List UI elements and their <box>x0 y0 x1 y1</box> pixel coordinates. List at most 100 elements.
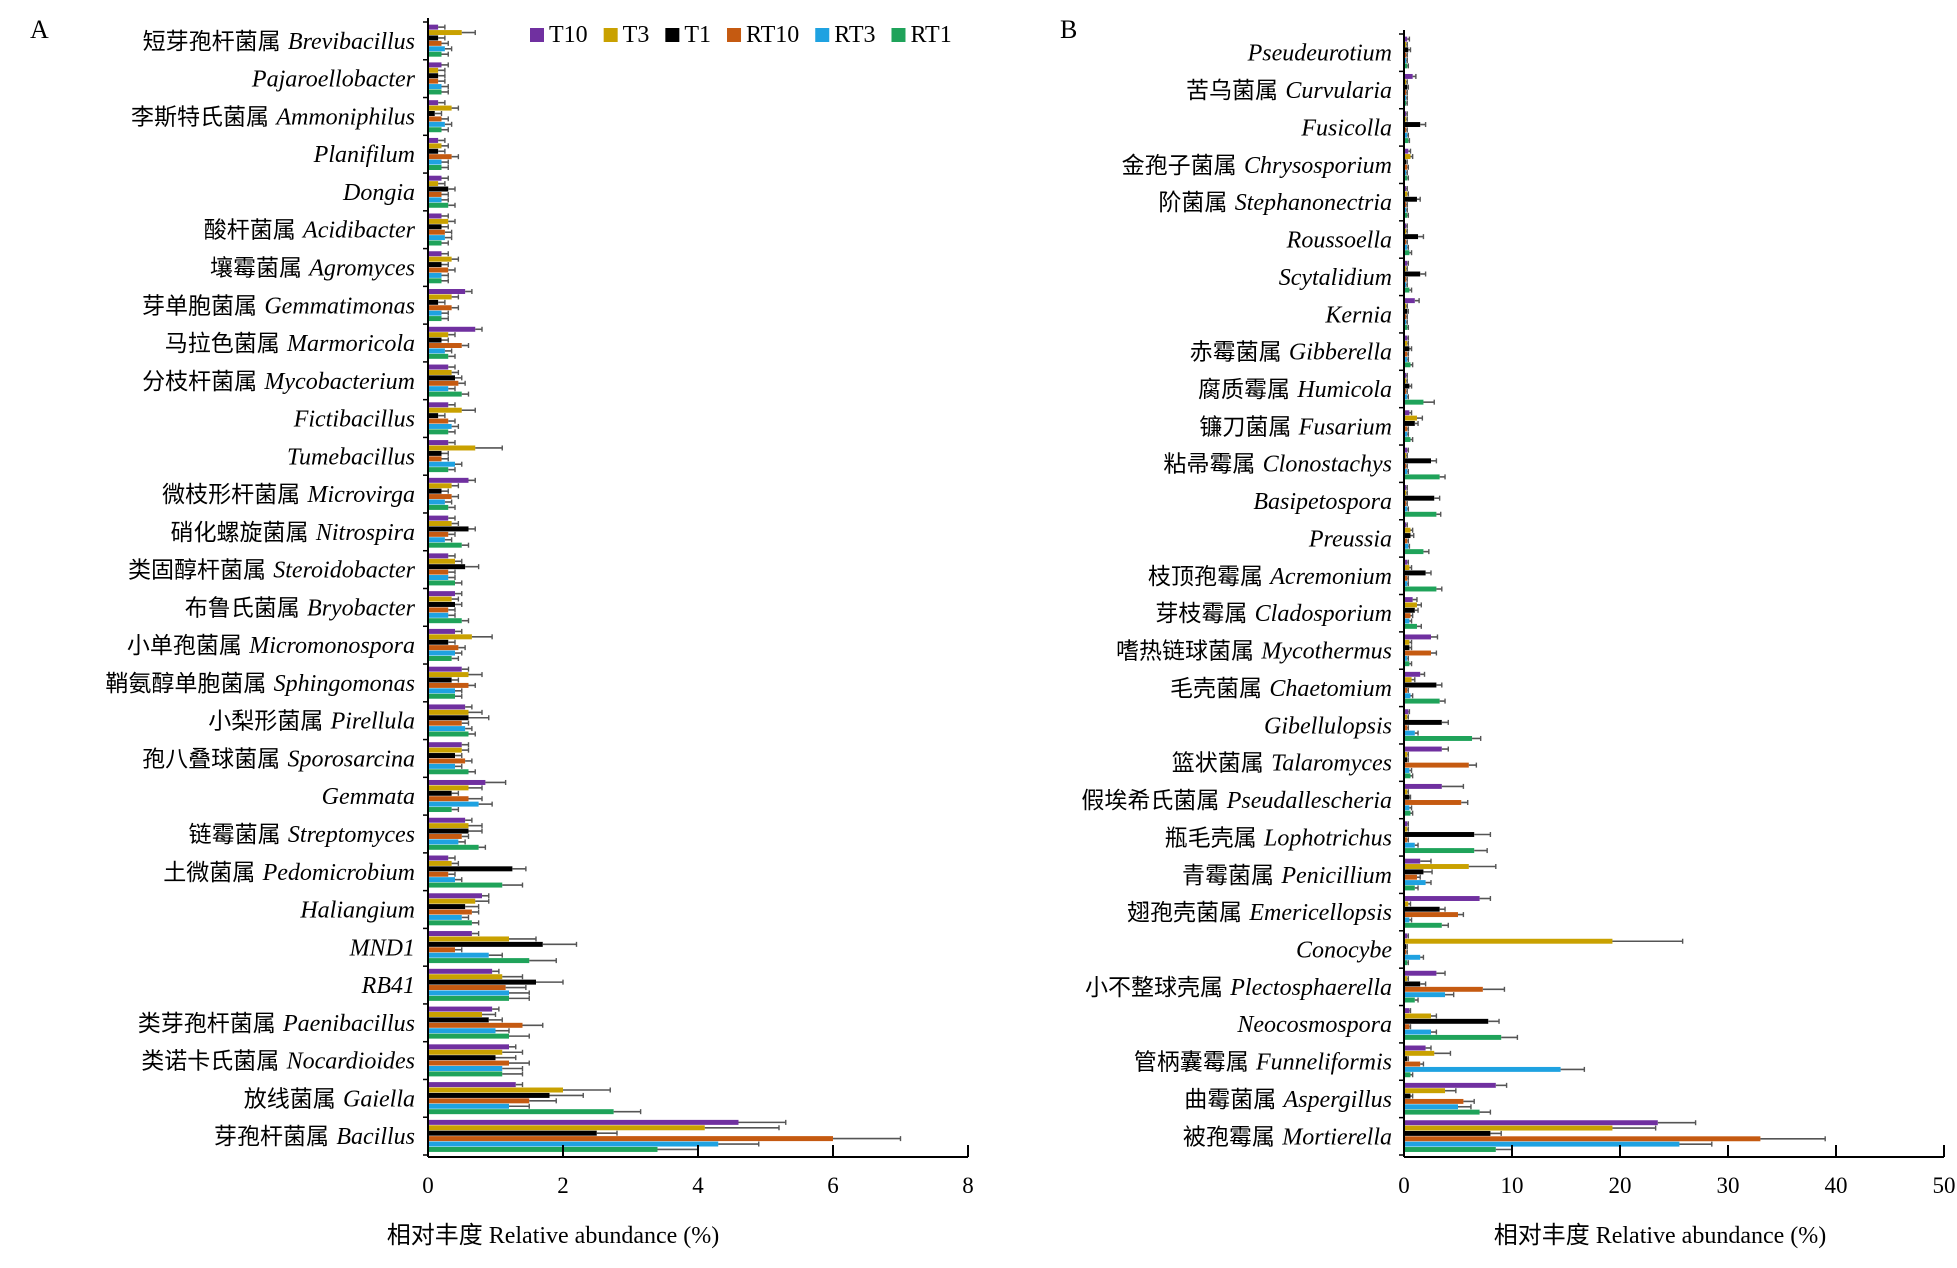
bar-a-gemmatimonas-t1 <box>428 299 439 305</box>
bar-b-humicola-t1 <box>1404 383 1410 389</box>
bar-a-steroidobacter-t10 <box>428 553 449 559</box>
category-latin-name: Tumebacillus <box>287 444 415 470</box>
category-label-a-sporosarcina: 孢八叠球菌属 Sporosarcina <box>142 746 415 772</box>
bar-b-mycothermus-t1 <box>1404 645 1410 651</box>
bar-a-bacillus-rt3 <box>428 1141 719 1147</box>
x-tick-label-b: 0 <box>1398 1173 1410 1198</box>
bar-a-microvirga-t3 <box>428 483 452 489</box>
category-label-a-microvirga: 微枝形杆菌属 Microvirga <box>162 482 415 508</box>
bar-b-fusicolla-t3 <box>1404 116 1407 122</box>
category-latin-name: Bryobacter <box>307 595 416 621</box>
bar-b-curvularia-rt1 <box>1404 100 1407 106</box>
category-label-b-neocosmospora: Neocosmospora <box>1236 1012 1392 1038</box>
category-latin-name: Scytalidium <box>1279 265 1392 291</box>
category-latin-name: Dongia <box>342 180 415 206</box>
category-chinese-name: 瓶毛壳属 <box>1165 825 1264 851</box>
bar-a-marmoricola-rt1 <box>428 353 449 359</box>
category-label-a-mycobacterium: 分枝杆菌属 Mycobacterium <box>142 369 415 395</box>
category-latin-name: Mycobacterium <box>263 369 415 395</box>
bar-b-conocybe-rt3 <box>1404 954 1421 960</box>
bar-b-humicola-t10 <box>1404 372 1407 378</box>
bar-a-micromonospora-rt1 <box>428 655 452 661</box>
bar-b-mortierella-rt3 <box>1404 1141 1680 1147</box>
bar-b-fusarium-t1 <box>1404 420 1415 426</box>
bar-a-fictibacillus-t1 <box>428 413 439 419</box>
bar-b-pseudallescheria-t3 <box>1404 789 1408 795</box>
bar-b-fusarium-rt10 <box>1404 426 1408 432</box>
legend-swatch-t10 <box>530 28 544 42</box>
bar-a-pedomicrobium-t10 <box>428 855 449 861</box>
x-tick-label-b: 10 <box>1501 1173 1524 1198</box>
bar-a-gemmatimonas-t10 <box>428 289 466 294</box>
panel-a-x-axis: 0 2 4 6 8 <box>422 18 974 1198</box>
bar-b-penicillium-t10 <box>1404 858 1421 864</box>
bar-a-tumebacillus-rt10 <box>428 456 442 462</box>
category-label-a-pedomicrobium: 土微菌属 Pedomicrobium <box>163 860 415 886</box>
bar-b-chrysosporium-rt1 <box>1404 175 1408 181</box>
bar-a-streptomyces-t10 <box>428 817 466 823</box>
bar-a-nitrospira-t3 <box>428 521 452 526</box>
category-latin-name: Aspergillus <box>1282 1087 1392 1113</box>
bar-b-stephanonectria-rt1 <box>1404 212 1408 218</box>
bar-a-nocardioides-rt10 <box>428 1060 509 1066</box>
bar-a-micromonospora-rt10 <box>428 645 459 651</box>
category-latin-name: Pirellula <box>330 709 415 735</box>
bar-a-pirellula-t1 <box>428 715 469 721</box>
bar-b-scytalidium-rt1 <box>1404 287 1410 293</box>
bar-a-acidibacter-rt10 <box>428 229 445 235</box>
bar-b-kernia-rt3 <box>1404 319 1407 325</box>
bar-b-fusarium-t10 <box>1404 410 1410 416</box>
bar-b-emericellopsis-rt3 <box>1404 917 1410 923</box>
bar-a-micromonospora-t1 <box>428 639 449 645</box>
category-latin-name: Clonostachys <box>1263 452 1392 478</box>
category-label-a-nocardioides: 类诺卡氏菌属 Nocardioides <box>141 1049 415 1075</box>
category-chinese-name: 篮状菌属 <box>1172 751 1271 777</box>
bar-b-aspergillus-rt10 <box>1404 1098 1464 1104</box>
bar-b-gibellulopsis-t3 <box>1404 714 1408 720</box>
category-label-b-mycothermus: 嗜热链球菌属 Mycothermus <box>1116 639 1392 665</box>
bar-b-cladosporium-t1 <box>1404 607 1415 613</box>
bar-a-ammoniphilus-t3 <box>428 105 452 111</box>
category-label-b-basipetospora: Basipetospora <box>1253 489 1392 515</box>
bar-a-gemmata-t10 <box>428 779 486 785</box>
category-chinese-name: 镰刀菌属 <box>1199 414 1298 440</box>
bar-a-acidibacter-t10 <box>428 213 442 219</box>
bar-b-mycothermus-rt1 <box>1404 661 1410 667</box>
bar-b-chaetomium-rt3 <box>1404 693 1411 699</box>
category-label-a-pirellula: 小梨形菌属 Pirellula <box>208 709 415 735</box>
bar-a-gaiella-t10 <box>428 1082 516 1088</box>
bar-b-chrysosporium-t3 <box>1404 154 1411 159</box>
category-label-a-paenibacillus: 类芽孢杆菌属 Paenibacillus <box>138 1011 415 1037</box>
bar-a-haliangium-rt3 <box>428 914 462 920</box>
category-label-a-streptomyces: 链霉菌属 Streptomyces <box>189 822 415 848</box>
panel-a-categories: 短芽孢杆菌属 Brevibacillus Pajaroellobacter 李斯特氏… <box>105 29 415 1150</box>
category-chinese-name: 硝化螺旋菌属 <box>171 520 316 546</box>
bar-a-mnd1-t10 <box>428 931 472 937</box>
bar-a-microvirga-t1 <box>428 488 442 494</box>
category-chinese-name: 青霉菌属 <box>1182 863 1281 889</box>
bar-b-plectosphaerella-rt1 <box>1404 997 1415 1003</box>
bar-b-fusarium-rt3 <box>1404 431 1408 437</box>
bar-a-bryobacter-t3 <box>428 596 452 602</box>
panel-a-label: A <box>30 15 49 44</box>
bar-a-paenibacillus-t1 <box>428 1017 489 1023</box>
category-label-b-gibberella: 赤霉菌属 Gibberella <box>1190 340 1392 366</box>
category-label-a-dongia: Dongia <box>342 180 415 206</box>
bar-a-nocardioides-rt3 <box>428 1066 503 1071</box>
category-latin-name: Pseudeurotium <box>1247 41 1392 67</box>
x-tick-label-a: 8 <box>962 1173 974 1198</box>
category-label-a-fictibacillus: Fictibacillus <box>293 407 415 433</box>
bar-a-pajaroellobacter-t3 <box>428 67 439 73</box>
category-chinese-name: 枝顶孢霉属 <box>1148 564 1270 590</box>
category-chinese-name: 马拉色菌属 <box>165 331 287 357</box>
bar-b-scytalidium-t10 <box>1404 260 1408 266</box>
bar-a-tumebacillus-rt3 <box>428 461 455 467</box>
category-latin-name: Curvularia <box>1285 78 1392 104</box>
category-label-a-rb41: RB41 <box>361 973 415 999</box>
bar-a-gemmatimonas-t3 <box>428 294 452 300</box>
panel-a-x-axis-label: 相对丰度 Relative abundance (%) <box>387 1222 720 1249</box>
bar-b-curvularia-t3 <box>1404 79 1407 85</box>
bar-b-clonostachys-rt3 <box>1404 469 1408 474</box>
bar-a-brevibacillus-rt10 <box>428 40 442 46</box>
category-latin-name: Mortierella <box>1281 1124 1392 1150</box>
